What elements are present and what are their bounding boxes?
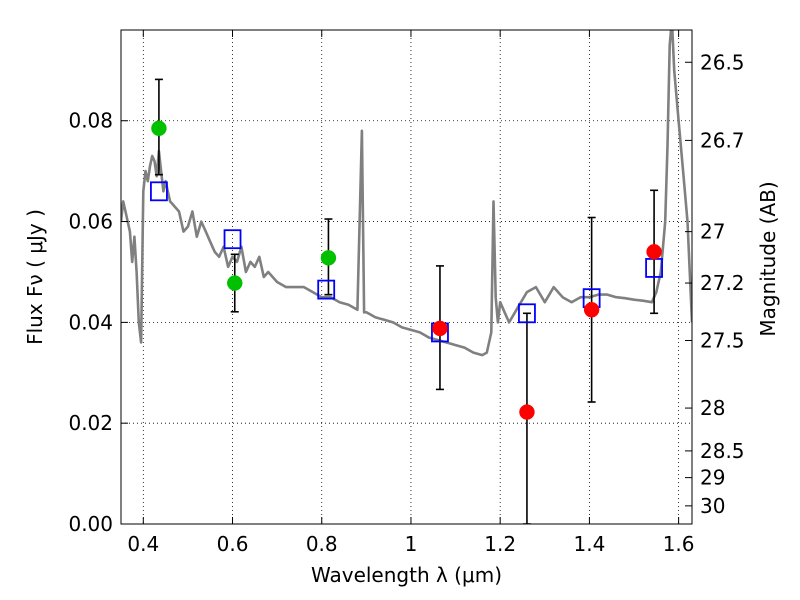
y2-tick-label: 28.5 bbox=[700, 439, 745, 463]
y-tick-label: 0.04 bbox=[68, 310, 113, 334]
model-photometry-square bbox=[317, 279, 336, 300]
y2-tick-label: 28 bbox=[700, 396, 725, 420]
x-tick-label: 0.8 bbox=[306, 532, 338, 556]
y2-tick-label: 26.5 bbox=[700, 50, 745, 74]
y2-tick-label: 27.5 bbox=[700, 329, 745, 353]
plot-area bbox=[121, 30, 692, 524]
plot-frame bbox=[120, 29, 693, 525]
y-tick-label: 0.02 bbox=[68, 411, 113, 435]
y2-axis-label: Magnitude (AB) bbox=[756, 181, 780, 336]
model-photometry-square bbox=[150, 181, 168, 202]
y-tick-label: 0.00 bbox=[68, 512, 113, 536]
observed-photometry-point bbox=[646, 244, 662, 260]
y2-tick-label: 27 bbox=[700, 220, 725, 244]
x-tick-label: 1 bbox=[405, 532, 418, 556]
y-tick-label: 0.08 bbox=[68, 109, 113, 133]
observed-photometry-point bbox=[583, 302, 600, 318]
y2-tick-label: 29 bbox=[700, 466, 725, 490]
x-tick-label: 1.4 bbox=[573, 532, 605, 556]
x-tick-label: 1.6 bbox=[663, 532, 695, 556]
observed-photometry-point bbox=[519, 404, 535, 420]
x-tick-label: 1.2 bbox=[484, 532, 516, 556]
model-sed-line bbox=[121, 30, 692, 357]
model-photometry-square bbox=[223, 229, 242, 250]
y2-tick-label: 30 bbox=[700, 494, 725, 518]
axes: 0.4 0.6 0.8 1 1.2 1.4 1.6 0.00 0.02 0.04 0.06 0.08 2… bbox=[68, 30, 745, 556]
x-axis-label: Wavelength λ (μm) bbox=[311, 563, 502, 587]
y-tick-label: 0.06 bbox=[68, 210, 113, 234]
model-photometry-square bbox=[518, 303, 536, 324]
observed-photometry-point bbox=[227, 275, 243, 291]
x-tick-label: 0.6 bbox=[217, 532, 249, 556]
observed-photometry-point bbox=[432, 320, 448, 337]
observed-photometry-point bbox=[320, 250, 337, 266]
y2-tick-label: 26.7 bbox=[700, 128, 745, 152]
y2-tick-label: 27.2 bbox=[700, 271, 745, 295]
y-axis-label: Flux Fν ( μJy ) bbox=[23, 209, 47, 345]
x-tick-label: 0.4 bbox=[127, 532, 159, 556]
observed-photometry-point bbox=[151, 120, 167, 137]
